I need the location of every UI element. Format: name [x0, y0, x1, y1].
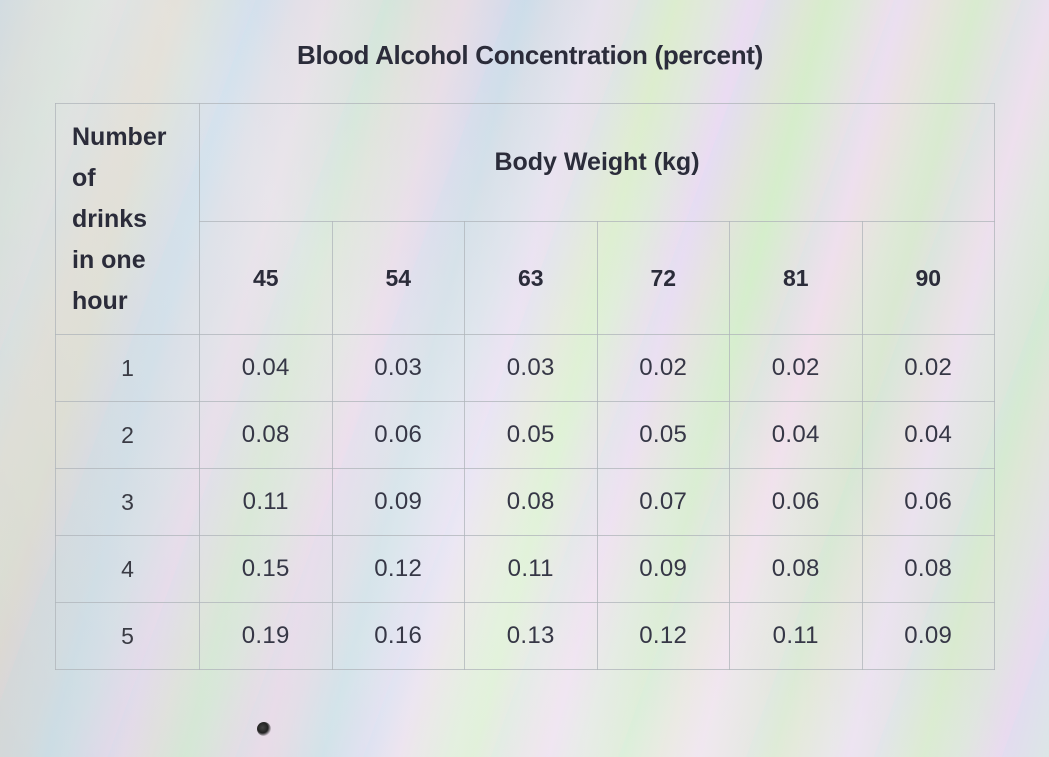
- row-header-label: Number of drinks in one hour: [55, 103, 200, 335]
- bac-value-cell: 0.02: [596, 334, 730, 402]
- table-title: Blood Alcohol Concentration (percent): [296, 40, 764, 70]
- row-header-line: drinks: [72, 204, 148, 233]
- drinks-cell: 5: [55, 602, 200, 670]
- weight-header: 90: [861, 221, 995, 335]
- weight-header: 72: [596, 221, 730, 335]
- bac-value-cell: 0.09: [596, 535, 730, 603]
- drinks-cell: 1: [55, 334, 200, 402]
- table-row: 4 0.15 0.12 0.11 0.09 0.08 0.08: [55, 535, 995, 603]
- bac-value-cell: 0.04: [199, 334, 333, 402]
- header-row-group: Number of drinks in one hour Body Weight…: [55, 103, 995, 335]
- bac-value-cell: 0.06: [729, 468, 863, 536]
- row-header-line: Number: [72, 122, 167, 151]
- bac-value-cell: 0.11: [729, 602, 863, 670]
- table-row: 5 0.19 0.16 0.13 0.12 0.11 0.09: [55, 602, 995, 670]
- bac-value-cell: 0.12: [331, 535, 465, 603]
- drinks-cell: 2: [55, 401, 200, 469]
- bac-value-cell: 0.16: [331, 602, 465, 670]
- table-row: 3 0.11 0.09 0.08 0.07 0.06 0.06: [55, 468, 995, 536]
- table-row: 2 0.08 0.06 0.05 0.05 0.04 0.04: [55, 401, 995, 469]
- bac-value-cell: 0.19: [199, 602, 333, 670]
- bac-table: Number of drinks in one hour Body Weight…: [55, 103, 995, 670]
- table-row: 1 0.04 0.03 0.03 0.02 0.02 0.02: [55, 334, 995, 402]
- weight-header: 45: [199, 221, 333, 335]
- bac-value-cell: 0.06: [331, 401, 465, 469]
- bac-value-cell: 0.07: [596, 468, 730, 536]
- header-row-weights: 45 54 63 72 81 90: [56, 221, 995, 335]
- column-group-header: Body Weight (kg): [199, 103, 995, 222]
- bac-value-cell: 0.04: [861, 401, 995, 469]
- bac-value-cell: 0.03: [464, 334, 598, 402]
- weight-header: 54: [331, 221, 465, 335]
- bac-value-cell: 0.08: [464, 468, 598, 536]
- bac-value-cell: 0.08: [861, 535, 995, 603]
- bac-value-cell: 0.09: [861, 602, 995, 670]
- bac-value-cell: 0.05: [596, 401, 730, 469]
- bac-value-cell: 0.15: [199, 535, 333, 603]
- bac-value-cell: 0.11: [199, 468, 333, 536]
- bac-value-cell: 0.05: [464, 401, 598, 469]
- drinks-cell: 4: [55, 535, 200, 603]
- bac-value-cell: 0.08: [199, 401, 333, 469]
- bac-value-cell: 0.12: [596, 602, 730, 670]
- bac-value-cell: 0.02: [861, 334, 995, 402]
- bac-value-cell: 0.06: [861, 468, 995, 536]
- weight-header: 81: [729, 221, 863, 335]
- bac-value-cell: 0.09: [331, 468, 465, 536]
- row-header-line: hour: [72, 286, 128, 315]
- row-header-line: in one: [72, 245, 146, 274]
- bac-value-cell: 0.04: [729, 401, 863, 469]
- mouse-cursor-smudge: [257, 722, 271, 736]
- drinks-cell: 3: [55, 468, 200, 536]
- bac-value-cell: 0.02: [729, 334, 863, 402]
- weight-header: 63: [464, 221, 598, 335]
- bac-value-cell: 0.13: [464, 602, 598, 670]
- bac-value-cell: 0.08: [729, 535, 863, 603]
- bac-value-cell: 0.11: [464, 535, 598, 603]
- row-header-line: of: [72, 163, 96, 192]
- bac-value-cell: 0.03: [331, 334, 465, 402]
